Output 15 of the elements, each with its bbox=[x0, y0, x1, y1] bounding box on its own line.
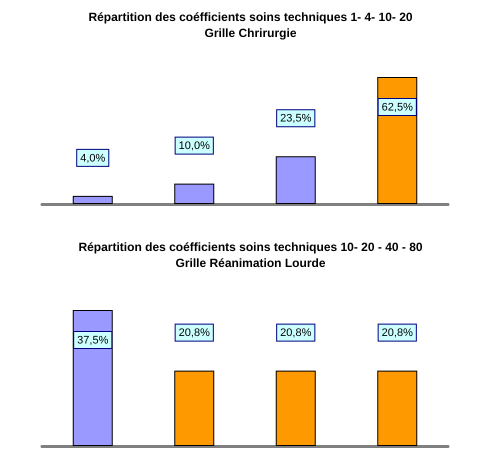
data-label: 20,8% bbox=[178, 327, 210, 340]
data-label: 20,8% bbox=[382, 327, 414, 340]
chart-subtitle: Grille Réanimation Lourde bbox=[175, 256, 326, 270]
data-label: 4,0% bbox=[80, 152, 106, 164]
data-label: 10,0% bbox=[178, 140, 210, 152]
data-label: 37,5% bbox=[77, 334, 109, 346]
bar bbox=[72, 196, 113, 204]
data-label: 20,8% bbox=[280, 327, 312, 340]
data-label: 23,5% bbox=[280, 112, 312, 125]
data-label: 62,5% bbox=[382, 102, 414, 114]
chart-title: Répartition des coéfficients soins techniques 1- 4- 10- 20 bbox=[88, 10, 413, 24]
bar bbox=[174, 184, 214, 204]
chart-title: Répartition des coéfficients soins techniques 10- 20 - 40 - 80 bbox=[78, 240, 423, 254]
chart-subtitle: Grille Chrirurgie bbox=[204, 26, 297, 40]
bar bbox=[276, 156, 316, 204]
